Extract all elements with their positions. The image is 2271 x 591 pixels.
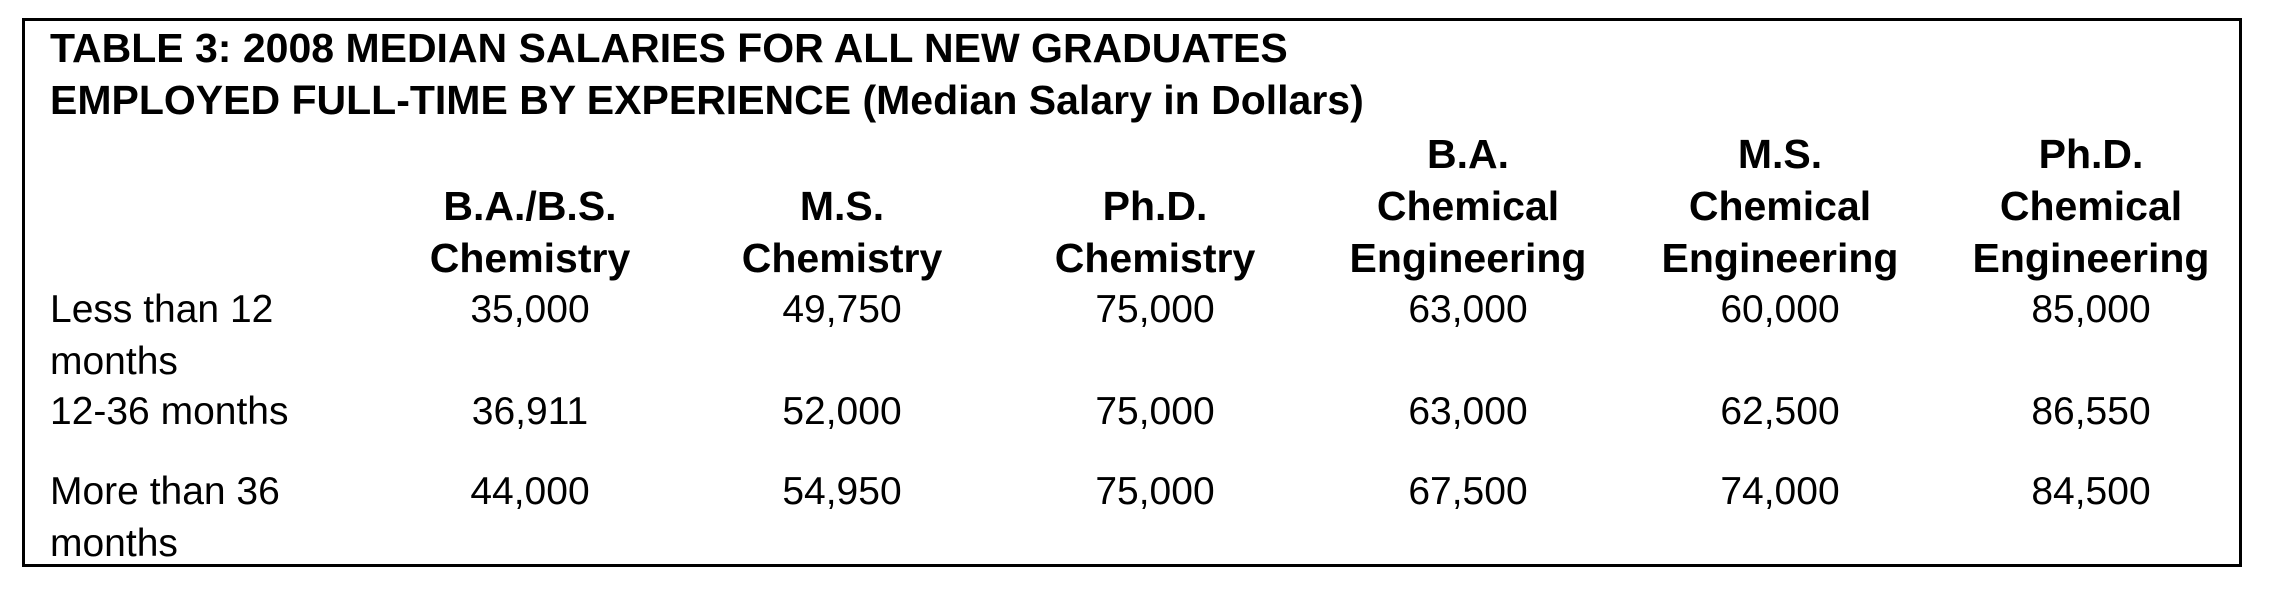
column-header-line: M.S. bbox=[1737, 131, 1823, 177]
column-header-line: Chemical bbox=[1376, 183, 1560, 229]
row-label-line: months bbox=[50, 522, 178, 565]
row-label-12-36-months: 12-36 months bbox=[50, 386, 288, 438]
table-cell: 75,000 bbox=[1095, 390, 1215, 433]
table-title-line-1: TABLE 3: 2008 MEDIAN SALARIES FOR ALL NE… bbox=[50, 25, 1288, 71]
column-header-line: Engineering bbox=[1661, 235, 1899, 281]
table-cell: 49,750 bbox=[782, 288, 902, 331]
table-title-line-2: EMPLOYED FULL-TIME BY EXPERIENCE (Median… bbox=[50, 77, 1364, 123]
column-header-line: Chemical bbox=[1688, 183, 1872, 229]
column-header-line: Chemical bbox=[1999, 183, 2183, 229]
table-cell: 67,500 bbox=[1408, 470, 1528, 513]
row-label-less-than-12-months: Less than 12 months bbox=[50, 284, 273, 388]
row-label-more-than-36-months: More than 36 months bbox=[50, 466, 280, 570]
column-header-line: Chemistry bbox=[741, 235, 943, 281]
column-header-line: B.A./B.S. bbox=[443, 183, 617, 229]
table-cell: 62,500 bbox=[1720, 390, 1840, 433]
table-cell: 63,000 bbox=[1408, 390, 1528, 433]
table-cell: 75,000 bbox=[1095, 288, 1215, 331]
table-cell: 85,000 bbox=[2031, 288, 2151, 331]
table-cell: 54,950 bbox=[782, 470, 902, 513]
table-border bbox=[22, 18, 2242, 567]
table-cell: 44,000 bbox=[470, 470, 590, 513]
table-cell: 36,911 bbox=[471, 390, 589, 433]
column-header-ba-bs-chemistry: B.A./B.S. Chemistry bbox=[380, 128, 680, 284]
column-header-ms-chemistry: M.S. Chemistry bbox=[692, 128, 992, 284]
column-header-line: Chemistry bbox=[1054, 235, 1256, 281]
column-header-line: Chemistry bbox=[429, 235, 631, 281]
column-header-phd-chemistry: Ph.D. Chemistry bbox=[1005, 128, 1305, 284]
column-header-ba-chemical-engineering: B.A. Chemical Engineering bbox=[1318, 128, 1618, 284]
table-cell: 63,000 bbox=[1408, 288, 1528, 331]
column-header-ms-chemical-engineering: M.S. Chemical Engineering bbox=[1630, 128, 1930, 284]
column-header-line: B.A. bbox=[1427, 131, 1509, 177]
table-cell: 35,000 bbox=[470, 288, 590, 331]
column-header-line: Engineering bbox=[1349, 235, 1587, 281]
row-label-line: Less than 12 bbox=[50, 288, 274, 331]
table-cell: 74,000 bbox=[1720, 470, 1840, 513]
table-cell: 52,000 bbox=[782, 390, 902, 433]
column-header-line: Ph.D. bbox=[1102, 183, 1208, 229]
row-label-line: months bbox=[50, 340, 178, 383]
row-label-line: More than 36 bbox=[50, 470, 280, 513]
column-header-phd-chemical-engineering: Ph.D. Chemical Engineering bbox=[1941, 128, 2241, 284]
row-label-line: 12-36 months bbox=[50, 390, 289, 433]
table-cell: 60,000 bbox=[1720, 288, 1840, 331]
table-cell: 86,550 bbox=[2031, 390, 2151, 433]
column-header-line: Engineering bbox=[1972, 235, 2210, 281]
table-cell: 84,500 bbox=[2031, 470, 2151, 513]
column-header-line: Ph.D. bbox=[2038, 131, 2144, 177]
column-header-line: M.S. bbox=[799, 183, 885, 229]
table-cell: 75,000 bbox=[1095, 470, 1215, 513]
